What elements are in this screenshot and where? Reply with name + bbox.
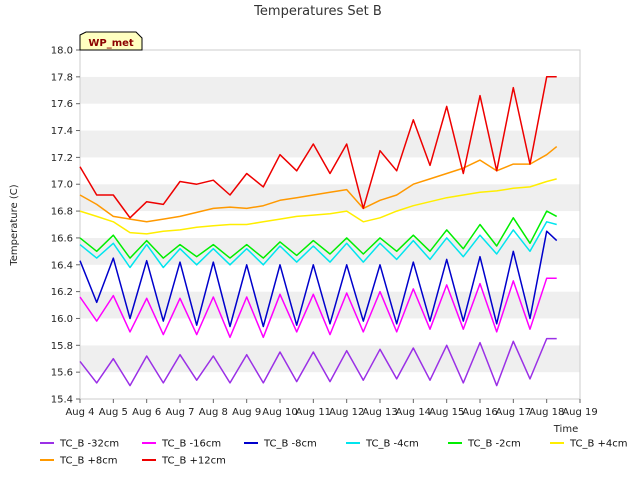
x-tick-label: Aug 10 [262, 407, 297, 418]
plot-band [80, 103, 580, 131]
plot-bands [80, 50, 580, 399]
station-badge-label: WP_met [88, 38, 134, 49]
legend-label: TC_B -8cm [263, 439, 317, 450]
x-tick-label: Aug 19 [562, 407, 597, 418]
plot-band [80, 184, 580, 212]
plot-band [80, 76, 580, 104]
x-tick-label: Aug 18 [529, 407, 564, 418]
y-tick-label: 16.2 [51, 287, 73, 298]
series-line-tc-b-8cm [79, 230, 558, 328]
x-tick-label: Aug 15 [429, 407, 464, 418]
y-axis-label: Temperature (C) [9, 184, 20, 266]
station-badge-shape [79, 31, 143, 51]
legend: TC_B -32cm TC_B -16cm TC_B -8cm TC_B -4cm TC… [40, 439, 628, 467]
legend-label: TC_B -4cm [365, 439, 419, 450]
x-tick-label: Aug 6 [132, 407, 161, 418]
legend-item: TC_B -2cm [448, 439, 521, 450]
legend-item: TC_B -8cm [244, 439, 317, 450]
legend-item: TC_B -4cm [346, 439, 419, 450]
legend-label: TC_B -16cm [161, 439, 221, 450]
x-tick-label: Aug 16 [462, 407, 497, 418]
y-tick-label: 15.8 [51, 341, 73, 352]
x-tick-label: Aug 12 [329, 407, 364, 418]
plot-band [80, 264, 580, 292]
x-tick-label: Aug 4 [65, 407, 94, 418]
plot-band [80, 50, 580, 77]
series-line-tc-b-2cm [79, 210, 558, 259]
chart-title: Temperatures Set B [253, 4, 382, 19]
x-tick-label: Aug 5 [99, 407, 128, 418]
y-tick-label: 15.6 [51, 368, 73, 379]
x-tick-label: Aug 17 [496, 407, 531, 418]
y-tick-label: 16.8 [51, 207, 73, 218]
plot-band [80, 291, 580, 319]
series-lines [79, 76, 558, 387]
legend-item: TC_B -16cm [142, 439, 221, 450]
x-tick-label: Aug 8 [199, 407, 228, 418]
y-tick-label: 18.0 [51, 46, 73, 57]
series-line-tc-b-16cm [79, 277, 557, 339]
x-tick-label: Aug 14 [396, 407, 431, 418]
legend-item: TC_B +12cm [142, 456, 226, 467]
y-tick-label: 17.0 [51, 180, 73, 191]
y-tick-label: 17.6 [51, 99, 73, 110]
series-line-tc-b-4cm [79, 178, 557, 235]
series-line-tc-b-12cm [79, 76, 557, 219]
x-axis-label: Time [553, 424, 578, 435]
series-line-tc-b-32cm [79, 337, 557, 387]
legend-item: TC_B +8cm [40, 456, 118, 467]
y-tick-label: 17.4 [51, 126, 73, 137]
x-tick-label: Aug 7 [165, 407, 194, 418]
plot-band [80, 157, 580, 185]
plot-band [80, 372, 580, 399]
y-tick-label: 16.6 [51, 233, 73, 244]
series-line-tc-b-8cm [79, 146, 558, 223]
y-axis-ticks: 15.4 15.6 15.8 16.0 16.2 16.4 16.6 16.8 17.0 17.2… [51, 46, 80, 406]
series-line-tc-b-4cm [79, 221, 557, 269]
y-tick-label: 15.4 [51, 395, 73, 406]
legend-item: TC_B +4cm [550, 439, 628, 450]
x-axis-ticks: Aug 4 Aug 5 Aug 6 Aug 7 Aug 8 Aug 9 Aug 10Aug … [65, 399, 598, 418]
plot-band [80, 237, 580, 265]
legend-label: TC_B +4cm [569, 439, 628, 450]
y-tick-label: 16.0 [51, 314, 73, 325]
plot-band [80, 345, 580, 373]
x-tick-label: Aug 11 [296, 407, 331, 418]
legend-item: TC_B -32cm [40, 439, 119, 450]
legend-label: TC_B +12cm [161, 456, 226, 467]
x-tick-label: Aug 9 [232, 407, 261, 418]
station-badge: WP_met [79, 31, 143, 51]
legend-label: TC_B -32cm [59, 439, 119, 450]
plot-band [80, 211, 580, 238]
plot-area-border [79, 49, 581, 400]
x-tick-label: Aug 13 [362, 407, 397, 418]
y-tick-label: 17.2 [51, 153, 73, 164]
plot-band [80, 130, 580, 158]
legend-label: TC_B -2cm [467, 439, 521, 450]
legend-label: TC_B +8cm [59, 456, 118, 467]
y-tick-label: 17.8 [51, 72, 73, 83]
y-tick-label: 16.4 [51, 260, 73, 271]
